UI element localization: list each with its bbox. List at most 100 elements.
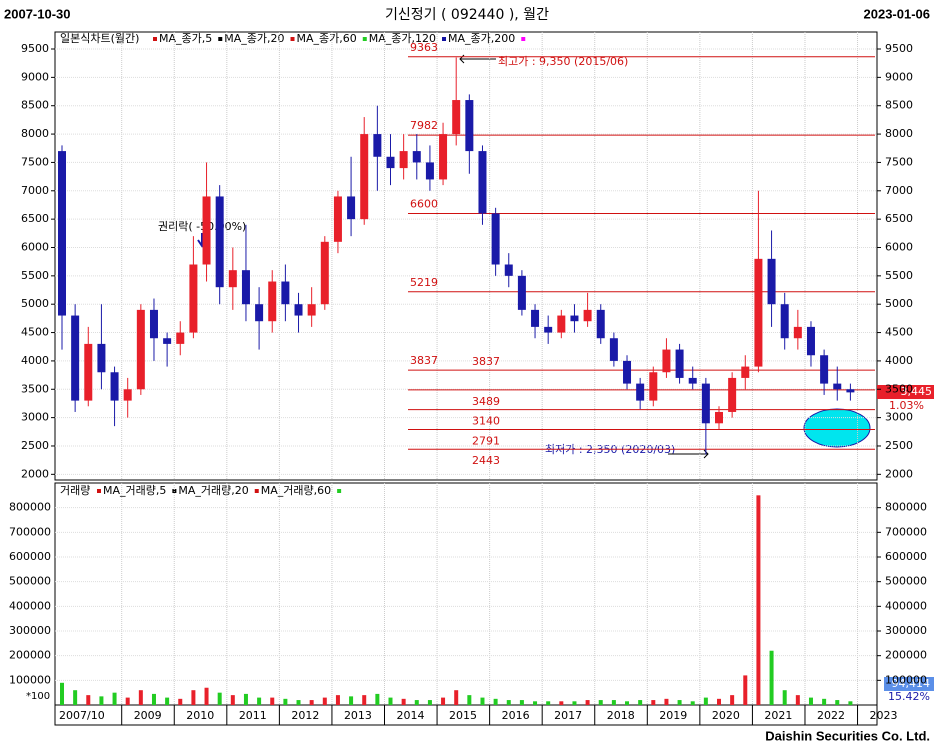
y-tick-label-right: 7000 <box>885 184 913 197</box>
candle-body <box>110 372 119 401</box>
volume-bar <box>533 701 538 705</box>
legend-swatch <box>153 37 157 41</box>
volume-legend-title: 거래량 <box>60 484 90 497</box>
legend-swatch <box>362 37 367 41</box>
volume-tick-label-right: 100000 <box>885 673 927 686</box>
volume-bar <box>151 693 156 705</box>
footer: Daishin Securities Co. Ltd. <box>765 728 930 743</box>
legend-label: MA_종가,5 <box>159 32 212 45</box>
candle-body <box>149 309 158 339</box>
legend-swatch <box>521 37 526 41</box>
level-label: 2443 <box>472 454 500 467</box>
volume-bar <box>204 687 209 705</box>
volume-bar <box>506 700 511 705</box>
volume-bar <box>519 700 524 705</box>
x-tick-label: 2013 <box>344 709 372 722</box>
volume-bar <box>690 701 695 705</box>
volume-bar <box>717 698 721 705</box>
volume-bar <box>178 698 183 705</box>
level-label: 7982 <box>410 119 438 132</box>
volume-tick-label: 400000 <box>9 599 51 612</box>
x-tick-label: 2020 <box>712 709 740 722</box>
volume-bar <box>414 700 419 705</box>
candle-body <box>307 304 316 316</box>
y-tick-label: 6500 <box>21 212 49 225</box>
volume-tick-label-right: 300000 <box>885 624 927 637</box>
candle-body <box>780 304 789 339</box>
volume-tick-label: 500000 <box>9 575 51 588</box>
y-tick-label-right: 9500 <box>885 42 913 55</box>
y-tick-label: 8000 <box>21 127 49 140</box>
volume-bar <box>165 697 170 705</box>
candle-body <box>544 326 553 333</box>
y-tick-label-right: 5500 <box>885 269 913 282</box>
candle-body <box>728 377 737 412</box>
candle-body <box>570 315 579 322</box>
volume-tick-label: 600000 <box>9 550 51 563</box>
volume-bar <box>638 700 643 705</box>
volume-tick-label-right: 200000 <box>885 649 927 662</box>
volume-bar <box>309 700 314 705</box>
volume-bar <box>730 695 735 705</box>
candle-body <box>557 315 566 333</box>
candle-body <box>504 264 513 276</box>
candle-body <box>439 134 448 180</box>
last-volume-box <box>884 677 934 691</box>
candle-body <box>833 383 842 390</box>
level-label: 6600 <box>410 197 438 210</box>
volume-bar <box>756 495 761 705</box>
y-tick-label-right: 3000 <box>885 411 913 424</box>
volume-bar <box>795 695 800 705</box>
volume-bar <box>677 700 682 705</box>
x-axis-band <box>54 704 878 726</box>
legend-label: MA_거래량,5 <box>103 484 166 497</box>
volume-bar <box>703 697 708 705</box>
date-start: 2007-10-30 <box>4 6 71 21</box>
x-tick-label: 2023 <box>870 709 898 722</box>
candle-body <box>531 309 540 327</box>
legend-title: 일본식차트(월간) <box>60 31 139 45</box>
volume-bar <box>388 697 393 705</box>
candle-body <box>452 100 461 135</box>
legend-label: MA_종가,20 <box>224 32 284 45</box>
candle-body <box>491 213 500 265</box>
candle-body <box>465 100 474 152</box>
y-tick-label: 3000 <box>21 411 49 424</box>
y-tick-label: 6000 <box>21 240 49 253</box>
low-arrow <box>668 449 709 459</box>
candle-body <box>163 338 172 344</box>
candle-body <box>84 343 93 401</box>
candle-body <box>386 156 395 169</box>
candle-body <box>478 151 487 214</box>
y-tick-label-right: 6500 <box>885 212 913 225</box>
level-label: 3837 <box>472 355 500 368</box>
volume-bar <box>848 701 853 705</box>
volume-bar <box>467 695 472 705</box>
volume-tick-label: 800000 <box>9 501 51 514</box>
candle-body <box>754 258 763 367</box>
y-tick-label: 2500 <box>21 439 49 452</box>
volume-bar <box>572 701 577 705</box>
candle-body <box>268 281 277 322</box>
volume-bar <box>546 701 551 705</box>
legend-label: MA_종가,120 <box>369 32 436 45</box>
volume-bar <box>598 700 603 705</box>
volume-bar <box>335 695 340 705</box>
y-tick-label-right: 2500 <box>885 439 913 452</box>
volume-bar <box>782 690 787 705</box>
candle-body <box>97 343 106 373</box>
y-tick-label-right: 8500 <box>885 99 913 112</box>
price-panel <box>54 31 878 481</box>
legend-swatch <box>254 489 259 493</box>
candle-body <box>583 309 592 322</box>
volume-bar <box>125 697 130 705</box>
candle-body <box>136 309 145 390</box>
x-tick-label: 2014 <box>397 709 425 722</box>
y-tick-label: 3500 <box>21 382 49 395</box>
y-tick-label: 9000 <box>21 70 49 83</box>
x-tick-label: 2009 <box>134 709 162 722</box>
candle-body <box>741 366 750 378</box>
legend-label: MA_거래량,20 <box>178 484 248 497</box>
volume-bar <box>283 698 288 705</box>
volume-bar <box>441 697 446 705</box>
